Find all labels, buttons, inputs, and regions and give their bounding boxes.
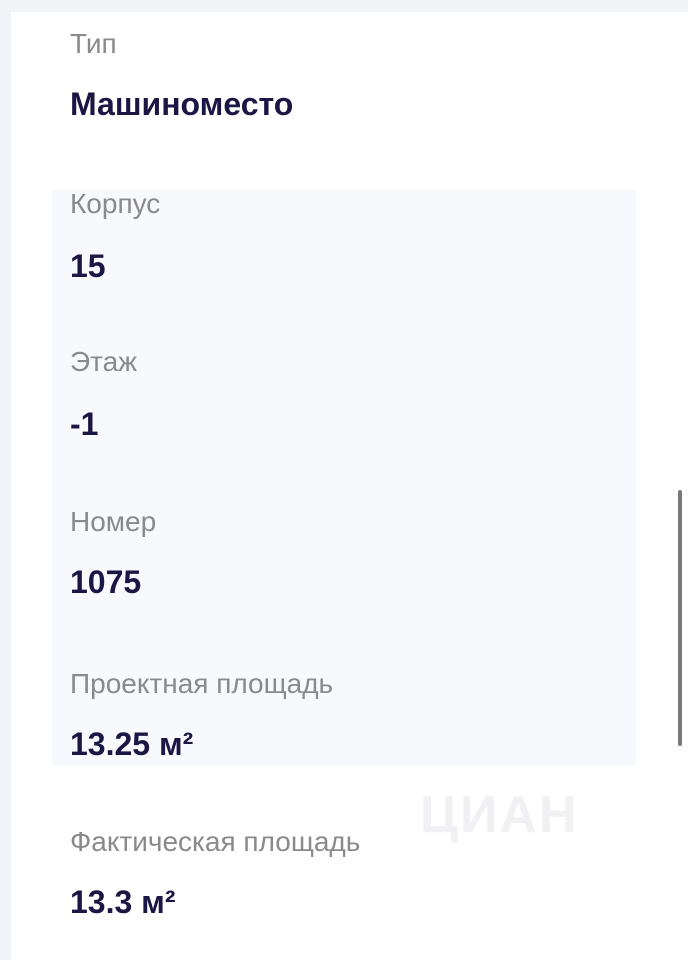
number-value: 1075 (70, 564, 142, 600)
building-label: Корпус (70, 188, 161, 219)
cian-watermark-logo: ЦИАН (420, 786, 579, 844)
building-value: 15 (70, 248, 106, 284)
top-edge (0, 0, 688, 12)
number-label: Номер (70, 506, 157, 537)
scrollbar[interactable] (678, 490, 682, 746)
highlight-panel (52, 190, 636, 766)
design-area-value: 13.25 м² (70, 726, 194, 762)
floor-value: -1 (70, 406, 99, 442)
type-value: Машиноместо (70, 86, 294, 122)
actual-area-value: 13.3 м² (70, 884, 176, 920)
design-area-label: Проектная площадь (70, 668, 334, 699)
floor-label: Этаж (70, 346, 137, 377)
actual-area-label: Фактическая площадь (70, 826, 361, 857)
left-edge (0, 0, 11, 960)
type-label: Тип (70, 28, 117, 59)
